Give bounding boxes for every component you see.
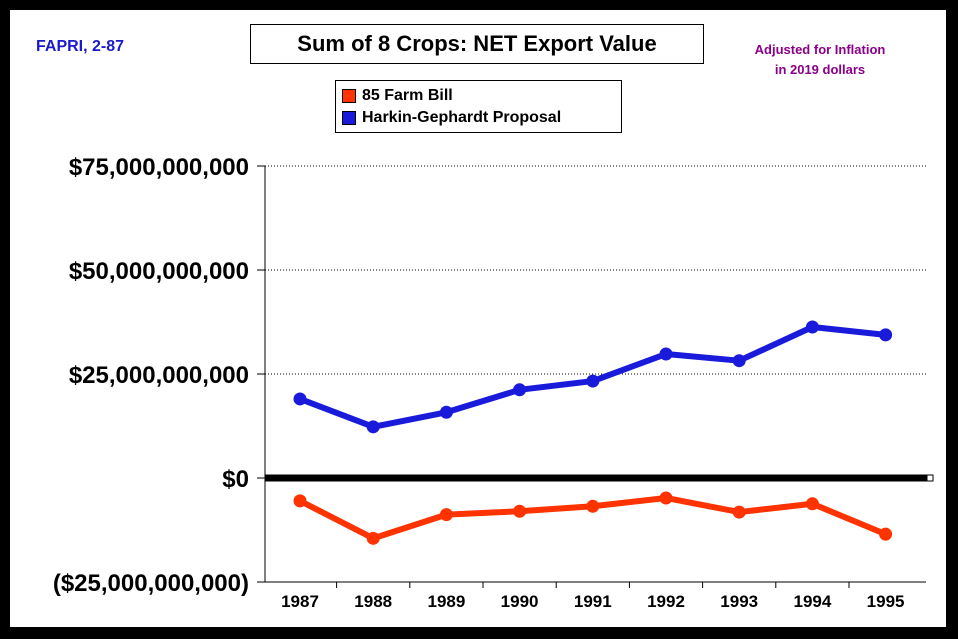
x-tick-label: 1992 bbox=[647, 592, 685, 611]
data-point-farm-bill bbox=[586, 499, 600, 513]
legend-swatch-farm-bill bbox=[342, 89, 356, 103]
data-point-harkin-gephardt bbox=[513, 383, 527, 397]
y-tick-label: $0 bbox=[222, 466, 249, 493]
data-point-harkin-gephardt bbox=[805, 320, 819, 334]
x-tick-label: 1993 bbox=[720, 592, 758, 611]
data-point-harkin-gephardt bbox=[732, 354, 746, 368]
data-point-farm-bill bbox=[366, 531, 380, 545]
adjustment-note-line-1: Adjusted for Inflation bbox=[754, 42, 886, 57]
y-tick-label: $25,000,000,000 bbox=[69, 362, 249, 389]
data-point-farm-bill bbox=[805, 497, 819, 511]
source-note: FAPRI, 2-87 bbox=[36, 38, 125, 55]
chart-title: Sum of 8 Crops: NET Export Value bbox=[250, 24, 704, 64]
legend-item-harkin-gephardt: Harkin-Gephardt Proposal bbox=[342, 107, 621, 129]
x-tick-label: 1995 bbox=[867, 592, 905, 611]
data-point-harkin-gephardt bbox=[659, 347, 673, 361]
data-point-harkin-gephardt bbox=[586, 374, 600, 388]
data-point-farm-bill bbox=[732, 505, 746, 519]
chart-frame: $75,000,000,000 $50,000,000,000 $25,000,00… bbox=[10, 10, 946, 627]
line-chart: $75,000,000,000 $50,000,000,000 $25,000,00… bbox=[53, 154, 934, 611]
legend-item-farm-bill: 85 Farm Bill bbox=[342, 85, 621, 107]
data-point-farm-bill bbox=[513, 504, 527, 518]
y-tick-label: ($25,000,000,000) bbox=[53, 570, 249, 597]
legend-swatch-harkin-gephardt bbox=[342, 111, 356, 125]
x-tick-label: 1989 bbox=[427, 592, 465, 611]
x-tick-label: 1990 bbox=[501, 592, 539, 611]
data-point-farm-bill bbox=[879, 527, 893, 541]
y-tick-label: $75,000,000,000 bbox=[69, 154, 249, 181]
legend-label-farm-bill: 85 Farm Bill bbox=[362, 87, 453, 104]
x-tick-label: 1994 bbox=[793, 592, 831, 611]
adjustment-note: Adjusted for Inflation in 2019 dollars bbox=[720, 40, 920, 80]
x-tick-label: 1987 bbox=[281, 592, 319, 611]
data-point-harkin-gephardt bbox=[439, 405, 453, 419]
data-point-harkin-gephardt bbox=[366, 420, 380, 434]
legend: 85 Farm Bill Harkin-Gephardt Proposal bbox=[335, 80, 622, 133]
x-tick-label: 1991 bbox=[574, 592, 612, 611]
data-point-harkin-gephardt bbox=[879, 328, 893, 342]
data-point-harkin-gephardt bbox=[293, 392, 307, 406]
data-point-farm-bill bbox=[293, 494, 307, 508]
y-tick-label: $50,000,000,000 bbox=[69, 258, 249, 285]
legend-label-harkin-gephardt: Harkin-Gephardt Proposal bbox=[362, 109, 562, 126]
zero-line-end-marker bbox=[926, 474, 934, 482]
x-tick-label: 1988 bbox=[354, 592, 392, 611]
data-point-farm-bill bbox=[439, 508, 453, 522]
adjustment-note-line-2: in 2019 dollars bbox=[774, 62, 866, 77]
data-point-farm-bill bbox=[659, 491, 673, 505]
